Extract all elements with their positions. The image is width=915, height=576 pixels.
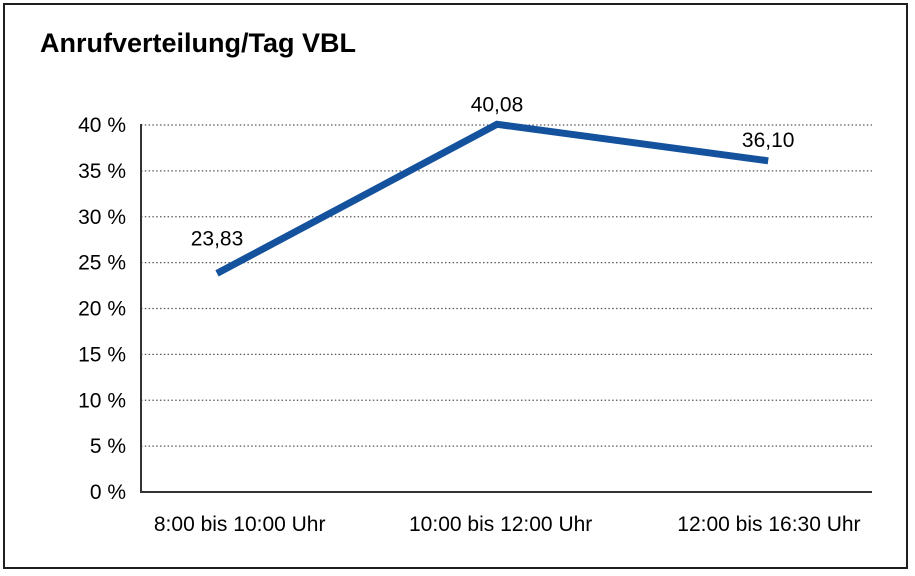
y-tick-label: 5 % — [90, 435, 126, 458]
y-tick-label: 0 % — [90, 481, 126, 504]
x-tick-label: 12:00 bis 16:30 Uhr — [677, 513, 860, 536]
data-label: 40,08 — [471, 93, 524, 116]
data-label: 36,10 — [742, 129, 795, 152]
y-tick-label: 40 % — [78, 114, 126, 137]
y-tick-label: 10 % — [78, 389, 126, 412]
x-tick-label: 10:00 bis 12:00 Uhr — [409, 513, 592, 536]
y-tick-label: 25 % — [78, 252, 126, 275]
y-tick-label: 15 % — [78, 343, 126, 366]
data-line — [215, 120, 769, 277]
y-tick-label: 30 % — [78, 206, 126, 229]
y-tick-label: 35 % — [78, 160, 126, 183]
y-tick-label: 20 % — [78, 298, 126, 321]
data-label: 23,83 — [191, 227, 244, 250]
x-tick-label: 8:00 bis 10:00 Uhr — [154, 513, 326, 536]
chart-title: Anrufverteilung/Tag VBL — [40, 28, 357, 58]
chart-border — [3, 3, 908, 569]
